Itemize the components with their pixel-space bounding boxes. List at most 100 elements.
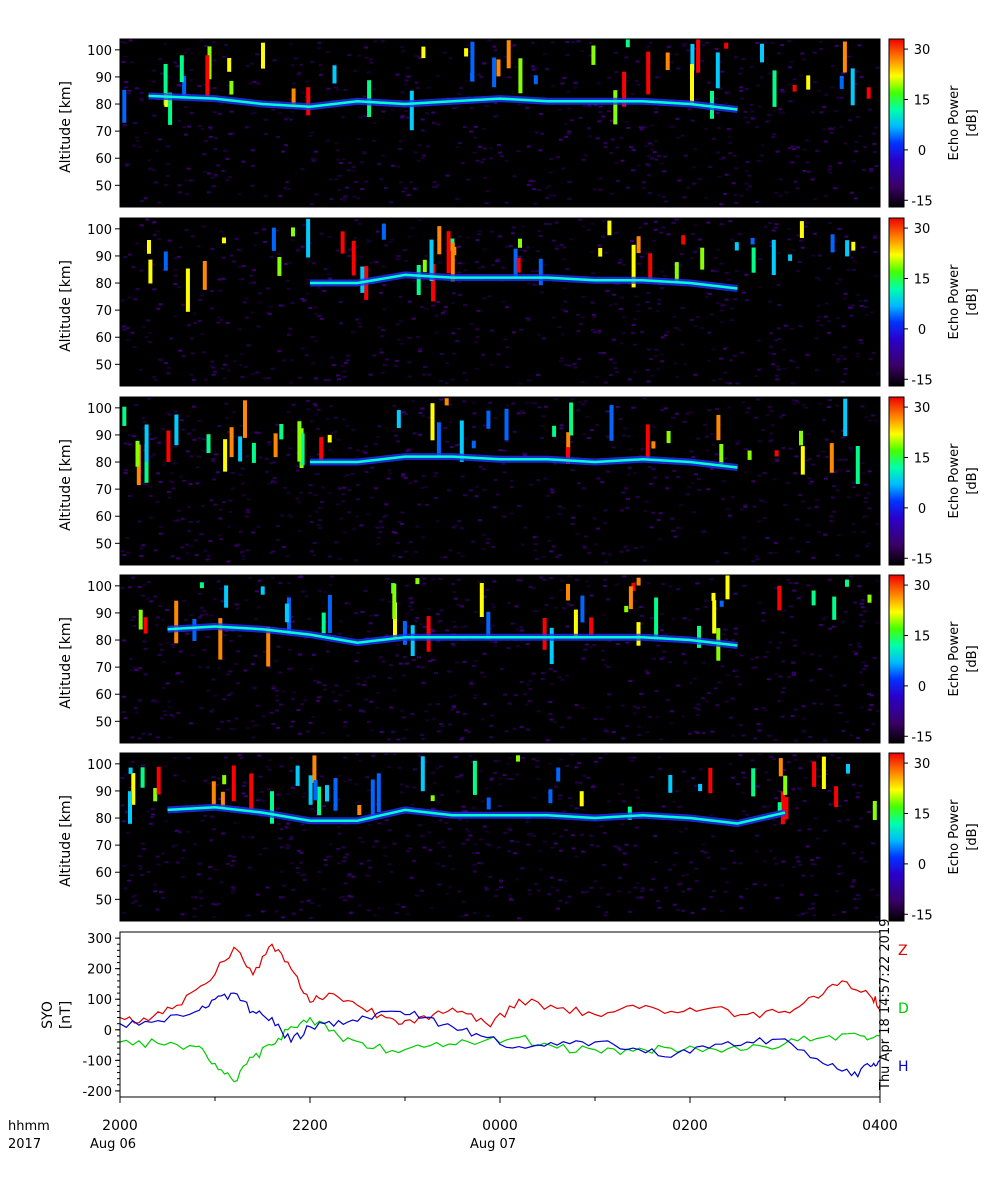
noise-cell [254,618,258,621]
noise-cell [871,414,876,417]
noise-cell [861,472,866,475]
noise-cell [617,261,622,264]
noise-cell [197,437,202,440]
noise-cell [366,71,371,74]
noise-cell [660,409,665,412]
noise-cell [257,579,262,582]
noise-cell [471,806,476,809]
echo-streak [839,75,844,89]
noise-cell [716,151,721,154]
noise-cell [224,354,229,357]
noise-cell [191,378,196,381]
noise-cell [385,578,390,581]
noise-cell [689,411,694,414]
noise-cell [648,192,653,195]
noise-cell [682,617,687,620]
noise-cell [368,373,373,376]
noise-cell [858,339,863,342]
noise-cell [158,58,163,61]
noise-cell [585,890,590,893]
noise-cell [816,784,821,787]
noise-cell [588,41,593,44]
noise-cell [682,196,687,199]
echo-streak [229,427,234,458]
y-tick-label: 90 [95,71,112,86]
noise-cell [796,860,801,863]
noise-cell [823,476,828,478]
noise-cell [656,644,661,647]
noise-cell [347,778,352,781]
noise-cell [345,359,350,362]
noise-cell [700,60,705,62]
noise-cell [469,323,474,326]
noise-cell [536,479,541,482]
noise-cell [190,352,195,355]
noise-cell [819,703,824,705]
noise-cell [725,881,730,884]
noise-cell [357,904,362,907]
noise-cell [462,371,467,374]
noise-cell [816,454,821,457]
noise-cell [289,118,293,121]
noise-cell [578,116,583,119]
noise-cell [387,469,392,472]
noise-cell [223,44,228,47]
noise-cell [414,620,418,623]
noise-cell [733,298,738,301]
noise-cell [581,295,586,298]
noise-cell [775,460,780,462]
noise-cell [676,475,681,478]
noise-cell [189,112,194,115]
noise-cell [723,457,728,460]
noise-cell [864,416,869,419]
noise-cell [802,148,807,151]
noise-cell [548,668,553,671]
noise-cell [412,187,417,190]
noise-cell [333,700,338,703]
noise-cell [456,327,461,330]
noise-cell [300,874,304,876]
noise-cell [676,684,681,687]
noise-cell [347,489,352,492]
noise-cell [843,610,848,613]
noise-cell [554,606,559,609]
echo-streak [251,442,256,463]
noise-cell [554,247,559,250]
echo-streak [396,410,401,428]
noise-cell [137,904,142,907]
noise-cell [174,829,179,832]
noise-cell [714,47,719,50]
noise-cell [603,914,608,917]
noise-cell [258,456,263,459]
noise-cell [405,913,410,916]
noise-cell [408,181,413,184]
noise-cell [625,506,630,509]
echo-streak [279,424,284,440]
noise-cell [281,359,286,362]
noise-cell [656,309,661,312]
noise-cell [188,521,193,524]
echo-streak [492,57,497,88]
noise-speckles [120,575,880,742]
noise-cell [855,554,860,557]
noise-cell [695,608,700,611]
noise-cell [484,104,488,107]
noise-cell [657,154,662,157]
colorbar-frame [888,752,905,922]
noise-cell [756,84,760,87]
noise-cell [410,601,415,604]
noise-cell [746,407,751,410]
noise-cell [420,305,425,308]
noise-cell [596,477,601,480]
noise-cell [796,401,800,404]
noise-cell [801,731,806,734]
noise-cell [777,52,782,55]
noise-cell [292,691,297,694]
noise-speckles [120,39,880,206]
noise-cell [503,338,508,341]
noise-cell [666,698,671,701]
noise-cell [503,831,508,834]
noise-cell [355,318,359,321]
noise-cell [709,578,714,581]
